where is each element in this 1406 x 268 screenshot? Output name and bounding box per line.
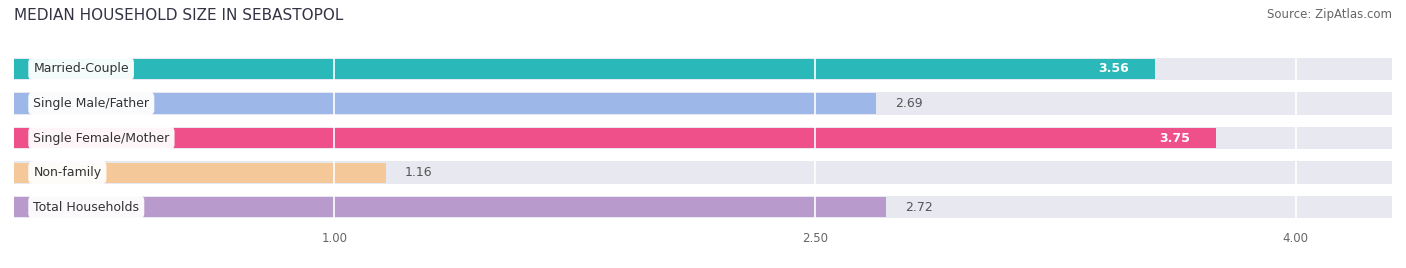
Text: 1.16: 1.16 [405,166,433,179]
Bar [14,196,1392,218]
Text: 3.75: 3.75 [1159,132,1189,144]
Bar [14,59,1154,79]
Text: 2.69: 2.69 [896,97,922,110]
Text: MEDIAN HOUSEHOLD SIZE IN SEBASTOPOL: MEDIAN HOUSEHOLD SIZE IN SEBASTOPOL [14,8,343,23]
Bar [14,92,1392,115]
Text: Single Female/Mother: Single Female/Mother [34,132,170,144]
Bar [14,128,1216,148]
Text: Single Male/Father: Single Male/Father [34,97,149,110]
Text: Source: ZipAtlas.com: Source: ZipAtlas.com [1267,8,1392,21]
Bar [14,161,1392,184]
Bar [14,162,385,183]
Bar [14,58,1392,80]
Bar [14,126,1392,150]
Text: Married-Couple: Married-Couple [34,62,129,76]
Text: 2.72: 2.72 [905,200,932,214]
Bar [14,197,886,217]
Bar [14,94,876,114]
Text: 3.56: 3.56 [1098,62,1129,76]
Text: Non-family: Non-family [34,166,101,179]
Text: Total Households: Total Households [34,200,139,214]
